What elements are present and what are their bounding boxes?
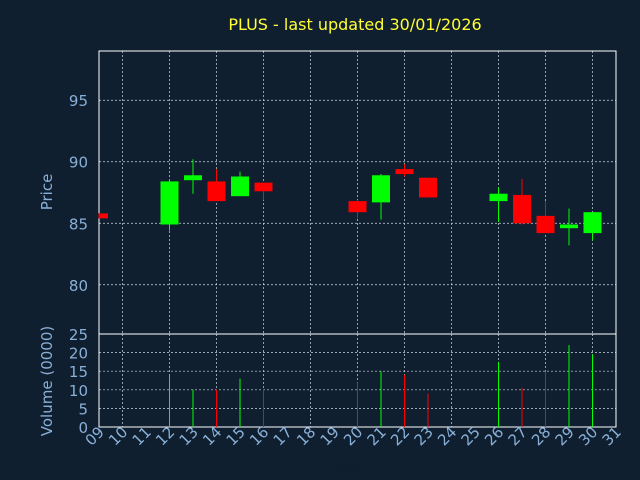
- candle: [98, 213, 108, 219]
- volume-tick-label: 15: [69, 363, 88, 381]
- volume-tick-label: 20: [69, 345, 88, 363]
- candle: [160, 178, 179, 231]
- volume-tick-label: 5: [78, 400, 88, 418]
- price-panel: 80 85 90 95 Price: [38, 50, 617, 335]
- candle-body: [207, 181, 226, 202]
- candle: [372, 174, 390, 220]
- candle: [536, 201, 555, 234]
- price-tick-label: 80: [69, 277, 88, 295]
- candle: [489, 187, 508, 223]
- price-tick-label: 85: [69, 215, 88, 233]
- candle: [583, 212, 602, 241]
- volume-tick-label: 10: [69, 382, 88, 400]
- candle-body: [348, 201, 367, 213]
- candle-body: [99, 213, 108, 219]
- volume-tick-label: 0: [78, 419, 88, 437]
- candle: [419, 177, 437, 198]
- price-y-ticks: 80 85 90 95: [69, 92, 88, 295]
- candle-body: [160, 181, 179, 225]
- x-axis-label: Day: [333, 457, 363, 475]
- candle-body: [395, 169, 414, 175]
- candle-body: [583, 212, 602, 234]
- candle-body: [489, 193, 508, 202]
- candle-body: [536, 215, 555, 234]
- candle-body: [419, 177, 437, 198]
- candle: [560, 208, 578, 246]
- candle: [207, 169, 226, 202]
- candle: [513, 178, 531, 225]
- price-axis-label: Price: [38, 174, 56, 211]
- candle: [254, 182, 273, 200]
- candle-body: [560, 224, 578, 229]
- candle: [231, 171, 249, 197]
- volume-tick-label: 25: [69, 326, 88, 344]
- candle-body: [372, 175, 390, 203]
- candles: [98, 159, 602, 246]
- candle-body: [231, 176, 249, 197]
- candle: [184, 159, 202, 194]
- candle-body: [184, 175, 202, 181]
- candle: [348, 199, 367, 219]
- volume-axis-label: Volume (0000): [38, 326, 56, 436]
- candle-body: [254, 182, 273, 192]
- day-x-ticks: 0910111213141516171819202122232425262728…: [82, 423, 625, 449]
- chart-title: PLUS - last updated 30/01/2026: [228, 15, 481, 34]
- volume-bars: [169, 345, 593, 427]
- price-tick-label: 90: [69, 154, 88, 172]
- price-tick-label: 95: [69, 92, 88, 110]
- candle-body: [513, 194, 531, 224]
- candle: [395, 164, 414, 177]
